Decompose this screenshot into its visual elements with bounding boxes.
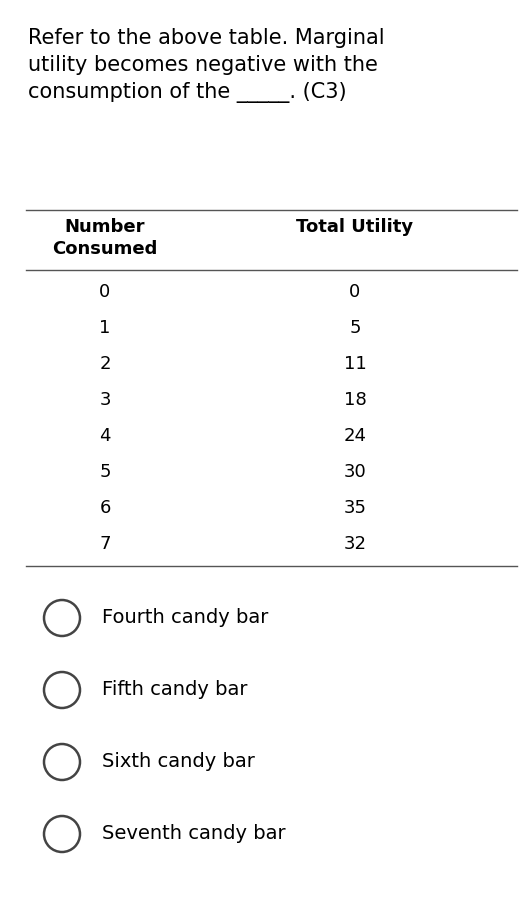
Text: 24: 24 bbox=[344, 427, 366, 445]
Text: Seventh candy bar: Seventh candy bar bbox=[102, 824, 286, 844]
Text: 0: 0 bbox=[99, 283, 111, 301]
Text: 4: 4 bbox=[99, 427, 111, 445]
Text: 35: 35 bbox=[344, 499, 366, 517]
Text: 0: 0 bbox=[350, 283, 361, 301]
Text: 3: 3 bbox=[99, 391, 111, 409]
Text: Total Utility: Total Utility bbox=[296, 218, 413, 236]
Text: 5: 5 bbox=[99, 463, 111, 481]
Text: 7: 7 bbox=[99, 535, 111, 553]
Text: 30: 30 bbox=[344, 463, 366, 481]
Text: 11: 11 bbox=[344, 355, 366, 373]
Text: 2: 2 bbox=[99, 355, 111, 373]
Text: Fourth candy bar: Fourth candy bar bbox=[102, 608, 268, 628]
Text: Refer to the above table. Marginal
utility becomes negative with the
consumption: Refer to the above table. Marginal utili… bbox=[28, 28, 384, 103]
Text: 6: 6 bbox=[99, 499, 111, 517]
Text: 32: 32 bbox=[344, 535, 366, 553]
Text: Fifth candy bar: Fifth candy bar bbox=[102, 681, 248, 699]
Text: 1: 1 bbox=[99, 319, 111, 337]
Text: 18: 18 bbox=[344, 391, 366, 409]
Text: Sixth candy bar: Sixth candy bar bbox=[102, 752, 255, 771]
Text: Number
Consumed: Number Consumed bbox=[52, 218, 158, 258]
Text: 5: 5 bbox=[349, 319, 361, 337]
